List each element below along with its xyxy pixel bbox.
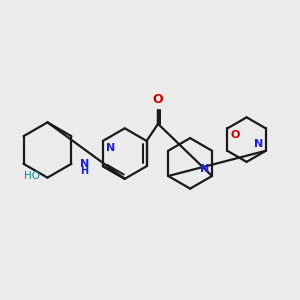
Text: N: N	[80, 159, 89, 169]
Text: O: O	[153, 93, 163, 106]
Text: N: N	[254, 139, 263, 149]
Text: N: N	[200, 164, 210, 174]
Text: H: H	[80, 166, 89, 176]
Text: O: O	[230, 130, 240, 140]
Text: HO: HO	[24, 171, 40, 181]
Text: N: N	[106, 143, 116, 153]
